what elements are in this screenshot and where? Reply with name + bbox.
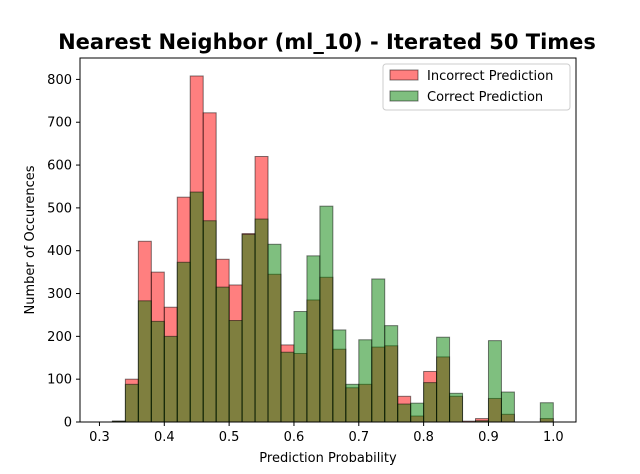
- bar-correct-18: [332, 329, 347, 423]
- x-tick-label: 0.3: [89, 430, 110, 445]
- bar-correct-12: [254, 218, 269, 423]
- x-tick-label: 0.7: [348, 430, 369, 445]
- y-tick-label: 200: [47, 330, 72, 345]
- x-axis-label: Prediction Probability: [259, 451, 397, 466]
- x-tick-label: 0.9: [478, 430, 499, 445]
- legend-label-correct: Correct Prediction: [427, 90, 543, 105]
- bar-correct-6: [176, 261, 191, 423]
- bar-correct-3: [137, 300, 152, 423]
- y-tick-label: 500: [47, 201, 72, 216]
- y-tick-label: 400: [47, 244, 72, 259]
- bar-correct-4: [150, 320, 165, 423]
- y-axis-label: Number of Occurences: [23, 165, 38, 314]
- legend-swatch-correct: [389, 90, 419, 102]
- bar-correct-11: [241, 233, 256, 423]
- bar-correct-21: [371, 278, 386, 423]
- x-axis: 0.3 0.4 0.5 0.6 0.7 0.8 0.9 1.0: [89, 422, 564, 445]
- bar-correct-30: [487, 340, 502, 423]
- bar-correct-17: [319, 205, 334, 423]
- y-tick-label: 600: [47, 159, 72, 174]
- bar-correct-10: [228, 320, 243, 423]
- bar-correct-34: [539, 402, 554, 423]
- bar-correct-13: [267, 243, 282, 423]
- bars-layer: [111, 75, 554, 423]
- x-tick-label: 0.5: [219, 430, 240, 445]
- y-tick-label: 700: [47, 116, 72, 131]
- y-axis: 0 100 200 300 400 500 600 700 800: [47, 73, 80, 431]
- plot-frame: [79, 57, 577, 423]
- bar-correct-19: [345, 383, 360, 423]
- bar-correct-20: [358, 339, 373, 423]
- bar-correct-16: [306, 255, 321, 423]
- bar-correct-9: [215, 286, 230, 423]
- bar-correct-25: [423, 382, 438, 423]
- x-tick-label: 1.0: [543, 430, 564, 445]
- bar-correct-24: [410, 402, 425, 423]
- legend-box: [382, 63, 571, 111]
- bar-correct-5: [163, 335, 178, 423]
- bar-correct-7: [189, 191, 204, 423]
- bar-correct-23: [397, 403, 412, 423]
- legend-swatch-incorrect: [389, 69, 419, 81]
- chart-title: Nearest Neighbor (ml_10) - Iterated 50 T…: [58, 30, 596, 54]
- bar-correct-31: [500, 391, 515, 423]
- legend: Incorrect Prediction Correct Prediction: [382, 63, 571, 111]
- x-tick-label: 0.8: [413, 430, 434, 445]
- bar-correct-2: [124, 383, 139, 423]
- legend-label-incorrect: Incorrect Prediction: [427, 69, 553, 84]
- bar-correct-8: [202, 220, 217, 423]
- x-tick-label: 0.4: [154, 430, 175, 445]
- bar-correct-27: [449, 392, 464, 423]
- y-tick-label: 800: [47, 73, 72, 88]
- bar-correct-14: [280, 351, 295, 423]
- bar-correct-15: [293, 311, 308, 423]
- bar-correct-22: [384, 325, 399, 423]
- bar-correct-26: [436, 336, 451, 423]
- y-tick-label: 100: [47, 373, 72, 388]
- y-tick-label: 300: [47, 287, 72, 302]
- x-tick-label: 0.6: [284, 430, 305, 445]
- y-tick-label: 0: [64, 416, 72, 431]
